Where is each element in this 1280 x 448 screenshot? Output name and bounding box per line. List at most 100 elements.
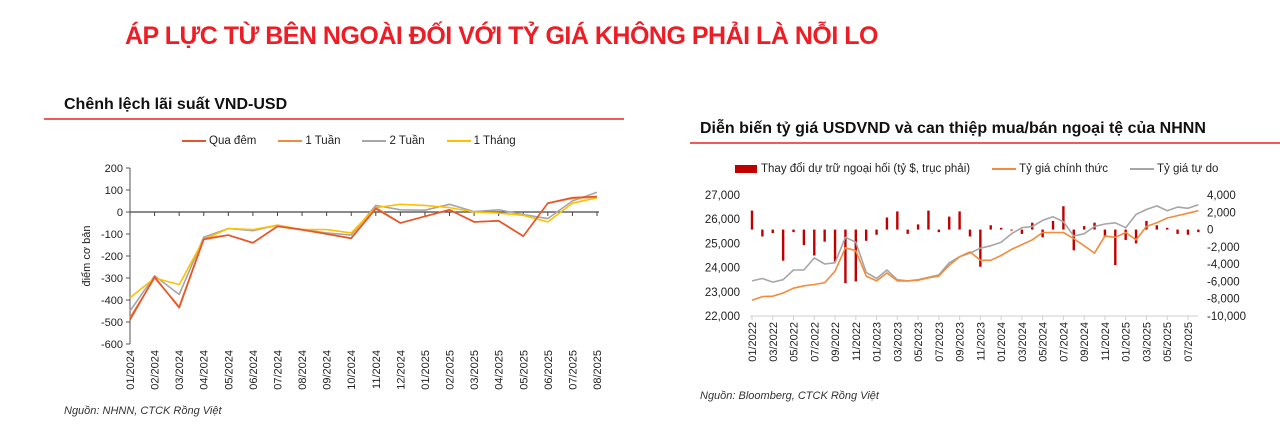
legend-item-overnight: Qua đêm [182,135,256,147]
legend-swatch [1129,168,1154,170]
reserve-change-bar [844,229,847,284]
reserve-change-bar [916,224,920,230]
right-y-tick-label: -2,000 [1207,242,1240,254]
reserve-change-bar [781,229,785,261]
x-tick-label: 10/2024 [346,350,358,390]
reserve-change-bar [989,225,992,230]
reserve-change-bar [896,211,899,230]
x-tick-label: 05/2022 [789,322,801,362]
left-y-tick-label: 27,000 [705,190,740,202]
y-tick-label: -400 [101,295,123,307]
right-title-underline [690,142,1280,144]
right-y-tick-label: 0 [1207,225,1213,237]
left-y-tick-label: 24,000 [705,263,740,275]
series-line-0 [129,195,598,321]
reserve-change-bar [1010,229,1013,231]
legend-item-1-month: 1 Tháng [446,135,516,147]
right-chart-source: Nguồn: Bloomberg, CTCK Rồng Việt [700,390,879,402]
y-tick-label: 100 [105,185,123,197]
reserve-change-bar [1145,220,1148,230]
y-axis-label: điểm cơ bản [81,225,93,286]
x-tick-label: 08/2025 [592,350,604,390]
x-tick-label: 03/2025 [469,350,481,390]
reserve-change-bar [1186,229,1190,235]
legend-swatch [182,140,206,142]
x-tick-label: 08/2024 [297,350,309,390]
x-tick-label: 01/2025 [1121,322,1133,362]
reserve-change-bar [906,229,909,234]
x-tick-label: 06/2024 [248,350,260,390]
interest-spread-chart: 200 100 0 -100 -200 -300 -400 -500 -600 điểm cơ b… [81,163,604,390]
reserve-change-bar [885,217,889,230]
x-tick-label: 01/2025 [420,350,432,390]
right-y-tick-label: -6,000 [1207,276,1240,288]
legend-swatch [735,165,757,173]
reserve-change-bar [1041,229,1044,238]
right-y-tick-label: -8,000 [1207,294,1240,306]
x-tick-label: 02/2024 [150,350,162,390]
y-tick-label: 200 [105,163,123,175]
y-tick-label: -100 [101,229,123,241]
x-tick-label: 11/2023 [975,322,987,361]
reserve-change-bar [1051,220,1055,230]
x-tick-label: 04/2024 [199,350,211,390]
x-tick-label: 01/2022 [747,322,759,362]
left-title-underline [44,118,624,120]
reserve-change-bar [999,227,1003,230]
legend-label: Tỷ giá tự do [1156,163,1219,175]
reserve-change-bar [750,210,754,230]
x-tick-label: 04/2025 [494,350,506,390]
reserve-change-bar [1155,225,1159,230]
reserve-change-bar [823,229,826,242]
x-tick-label: 07/2023 [934,322,946,362]
legend-swatch [446,140,471,142]
legend-label: 1 Tháng [473,135,516,147]
right-y-tick-label: -4,000 [1207,259,1240,271]
left-y-tick-label: 26,000 [705,214,740,226]
legend-label: Thay đổi dự trữ ngoại hối (tỷ $, trục ph… [761,163,971,175]
right-y-tick-label: -10,000 [1207,311,1246,323]
reserve-change-bar [833,229,837,262]
x-tick-label: 05/2024 [223,350,235,390]
x-tick-label: 01/2024 [125,350,137,390]
reserve-change-bar [875,229,878,235]
right-chart-title: Diễn biến tỷ giá USDVND và can thiệp mua… [700,120,1206,137]
legend-label: 2 Tuần [389,135,425,147]
reserve-change-bar [1166,227,1169,230]
free-market-rate-line [751,203,1199,283]
reserve-change-bar [1103,229,1107,237]
left-chart-source: Nguồn: NHNN, CTCK Rồng Việt [64,405,222,417]
legend-swatch [992,168,1017,170]
legend-label: 1 Tuần [305,135,341,147]
y-tick-label: -300 [101,273,123,285]
reserve-change-bar [1124,229,1127,240]
x-tick-label: 05/2025 [1162,322,1174,362]
x-tick-label: 01/2023 [872,322,884,362]
left-y-tick-label: 22,000 [705,311,740,323]
reserve-change-bar [968,229,972,237]
x-tick-label: 06/2025 [543,350,555,390]
reserve-change-bar [1082,226,1086,230]
y-tick-label: 0 [117,207,123,219]
x-tick-label: 07/2025 [567,350,579,390]
reserve-change-bar [864,229,868,241]
reserve-change-bar [1072,229,1075,251]
reserve-change-bar [1197,229,1200,233]
legend-item-free-market-rate: Tỷ giá tự do [1129,163,1219,175]
reserve-change-bar [937,229,941,233]
legend-label: Qua đêm [209,135,257,147]
reserve-change-bar [792,229,795,233]
reserve-change-bar [1020,229,1024,234]
x-tick-label: 07/2022 [809,322,821,362]
x-tick-label: 03/2024 [174,350,186,390]
reserve-change-bar [1176,229,1179,234]
page-title: ÁP LỰC TỪ BÊN NGOÀI ĐỐI VỚI TỶ GIÁ KHÔNG… [125,22,878,50]
x-tick-label: 05/2025 [518,350,530,390]
right-chart-legend: Thay đổi dự trữ ngoại hối (tỷ $, trục ph… [735,163,1240,175]
left-chart-legend: Qua đêm 1 Tuần 2 Tuần 1 Tháng [182,135,538,147]
x-tick-label: 05/2024 [1038,322,1050,362]
left-y-tick-label: 25,000 [705,238,740,250]
reserve-change-bar [927,210,930,230]
x-tick-label: 05/2023 [913,322,925,362]
y-tick-label: -200 [101,251,123,263]
